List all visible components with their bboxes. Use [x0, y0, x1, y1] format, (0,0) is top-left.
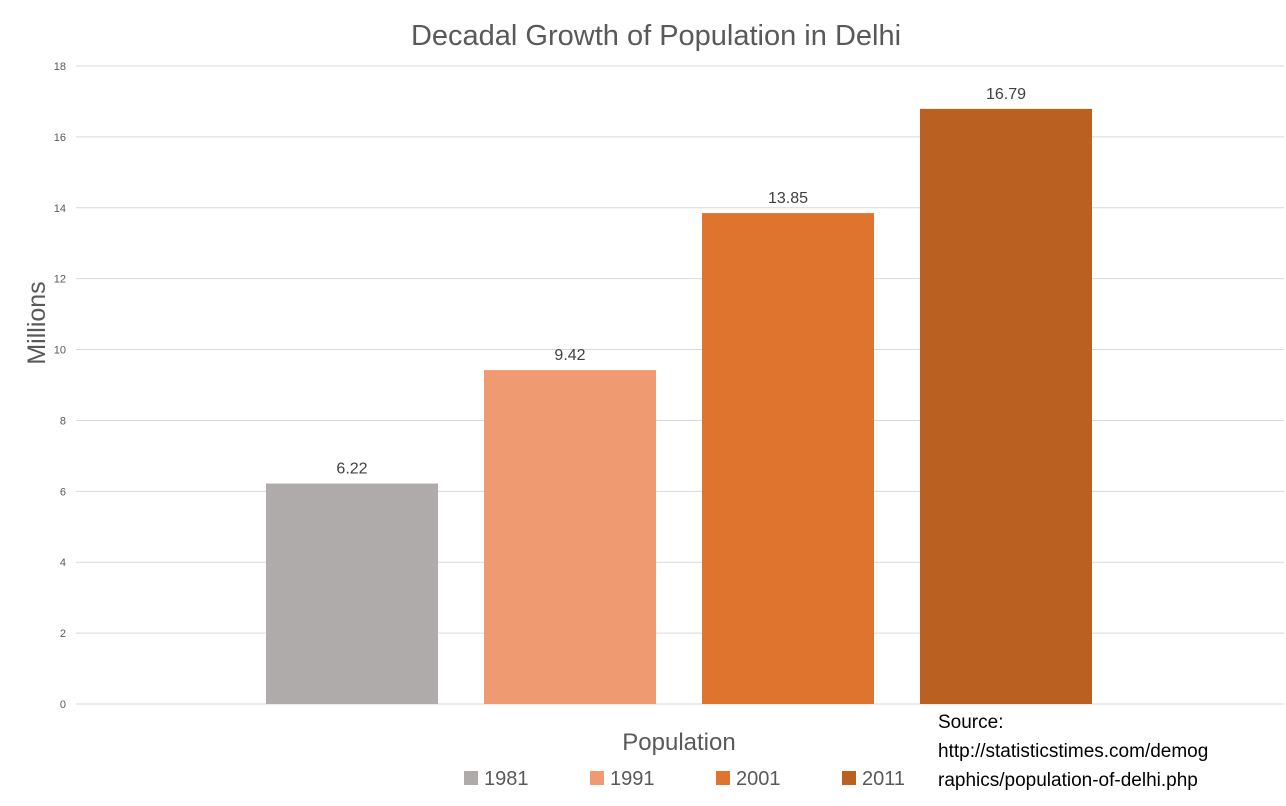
data-label-2001: 13.85 — [768, 190, 808, 207]
legend: 1981 1991 2001 2011 — [464, 768, 905, 790]
legend-label-2011: 2011 — [862, 768, 905, 790]
legend-swatch-1991 — [590, 771, 604, 785]
y-tick-label: 2 — [60, 628, 66, 640]
y-tick-label: 14 — [54, 203, 66, 215]
data-labels: 6.22 9.42 13.85 16.79 — [336, 86, 1026, 478]
y-tick-label: 4 — [60, 557, 66, 569]
data-label-2011: 16.79 — [986, 86, 1026, 103]
source-note: Source: http://statisticstimes.com/demog… — [938, 708, 1278, 795]
y-tick-label: 6 — [60, 486, 66, 498]
data-label-1991: 9.42 — [554, 347, 585, 364]
bars — [266, 108, 1092, 705]
x-axis-label: Population — [622, 729, 735, 756]
y-tick-label: 16 — [54, 132, 66, 144]
data-label-1981: 6.22 — [336, 461, 367, 478]
legend-label-1981: 1981 — [484, 768, 529, 790]
bar-1981 — [266, 483, 438, 704]
legend-swatch-1981 — [464, 771, 478, 785]
source-line-3: raphics/population-of-delhi.php — [938, 770, 1198, 791]
y-axis-label: Millions — [23, 281, 51, 364]
y-tick-label: 8 — [60, 415, 66, 427]
grid-lines — [76, 65, 1284, 705]
bar-2011 — [920, 108, 1092, 705]
legend-swatch-2011 — [842, 771, 856, 785]
y-axis-ticks: 0 2 4 6 8 10 12 14 16 18 — [54, 61, 66, 711]
legend-swatch-2001 — [716, 771, 730, 785]
y-tick-label: 18 — [54, 61, 66, 73]
bar-2001 — [702, 213, 874, 704]
y-tick-label: 0 — [60, 699, 66, 711]
source-line-1: Source: — [938, 712, 1004, 733]
chart-title: Decadal Growth of Population in Delhi — [411, 20, 901, 52]
y-tick-label: 12 — [54, 274, 66, 286]
y-tick-label: 10 — [54, 345, 66, 357]
legend-label-2001: 2001 — [736, 768, 781, 790]
bar-1991 — [484, 370, 656, 704]
source-line-2: http://statisticstimes.com/demog — [938, 741, 1209, 762]
legend-label-1991: 1991 — [610, 768, 655, 790]
